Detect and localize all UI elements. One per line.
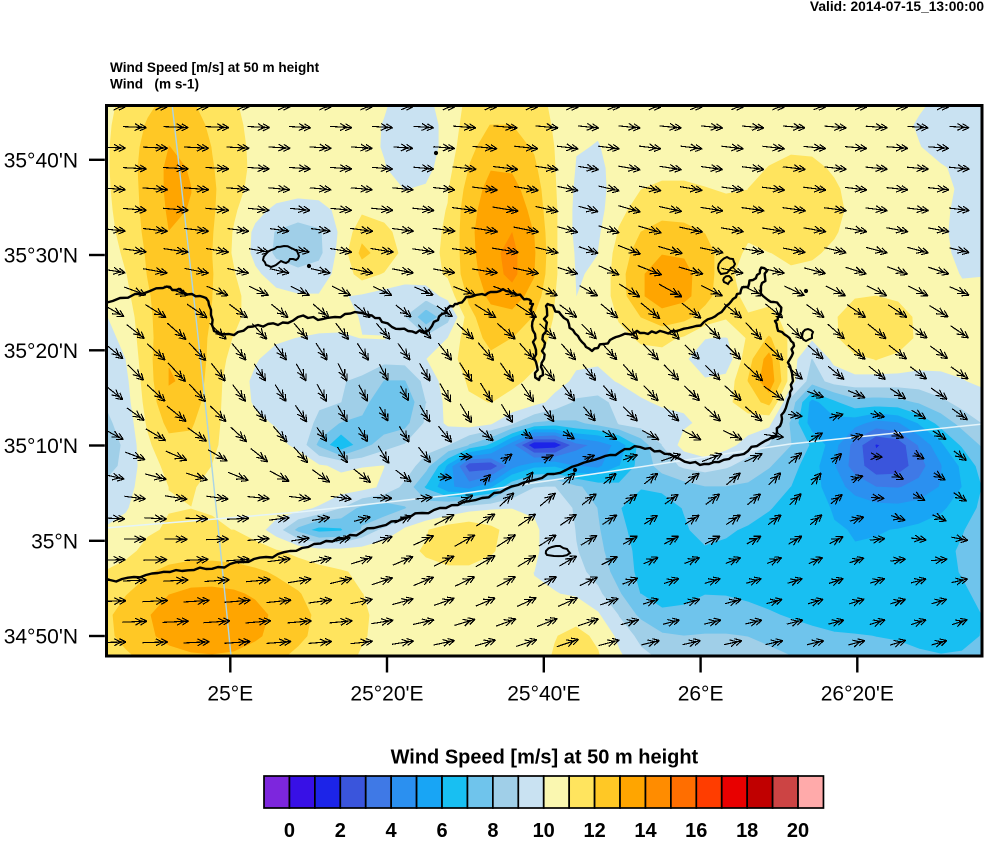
svg-text:26°20'E: 26°20'E: [821, 683, 894, 706]
svg-text:14: 14: [634, 820, 657, 842]
svg-text:Wind Speed [m/s] at 50 m heigh: Wind Speed [m/s] at 50 m height: [110, 60, 320, 75]
svg-text:35°N: 35°N: [31, 530, 78, 553]
svg-text:18: 18: [736, 820, 758, 842]
svg-text:Valid: 2014-07-15_13:00:00: Valid: 2014-07-15_13:00:00: [810, 0, 984, 14]
svg-text:8: 8: [487, 820, 498, 842]
svg-text:6: 6: [436, 820, 447, 842]
svg-text:35°30'N: 35°30'N: [4, 245, 78, 268]
svg-text:26°E: 26°E: [678, 683, 724, 706]
svg-text:2: 2: [335, 820, 346, 842]
svg-text:4: 4: [386, 820, 398, 842]
svg-text:25°40'E: 25°40'E: [507, 683, 580, 706]
svg-text:35°20'N: 35°20'N: [4, 340, 78, 363]
svg-text:0: 0: [284, 820, 295, 842]
svg-text:34°50'N: 34°50'N: [4, 626, 78, 649]
svg-text:20: 20: [787, 820, 809, 842]
svg-text:Wind Speed [m/s] at 50 m heigh: Wind Speed [m/s] at 50 m height: [391, 747, 699, 769]
svg-text:Wind (m s-1): Wind (m s-1): [110, 76, 199, 91]
svg-text:35°10'N: 35°10'N: [4, 435, 78, 458]
svg-text:16: 16: [685, 820, 707, 842]
svg-text:12: 12: [583, 820, 605, 842]
svg-text:25°20'E: 25°20'E: [350, 683, 423, 706]
svg-text:35°40'N: 35°40'N: [4, 149, 78, 172]
svg-text:25°E: 25°E: [207, 683, 253, 706]
svg-text:10: 10: [533, 820, 555, 842]
